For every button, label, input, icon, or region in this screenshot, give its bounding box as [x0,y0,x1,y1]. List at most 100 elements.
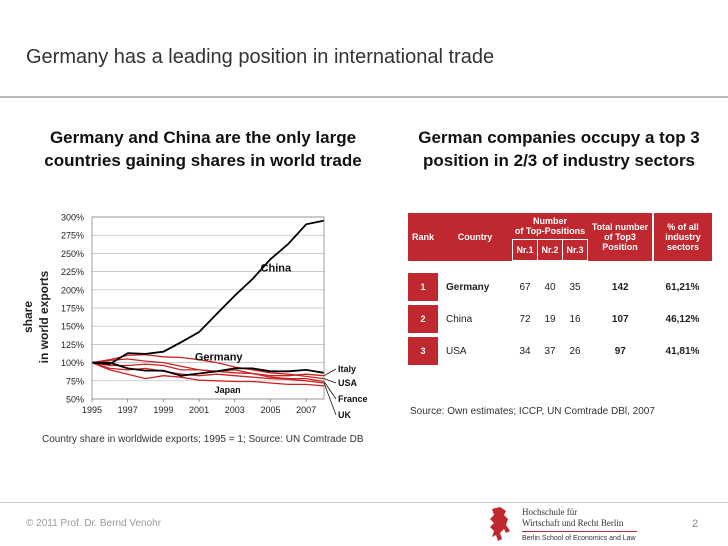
y-tick-label: 75% [66,376,84,386]
cell-nr2: 19 [537,305,563,333]
cell-total: 107 [587,305,653,333]
header-total-line3: Position [602,241,638,252]
chart-caption: Country share in worldwide exports; 1995… [42,434,364,445]
y-axis-label-line2: in world exports [37,270,51,363]
header-total-line1: Total number [591,221,649,232]
y-tick-label: 200% [61,285,84,295]
cell-country: Germany [438,273,513,301]
table-row: 1 Germany 67 40 35 142 61,21% [408,273,712,301]
header-total-line2: of Top3 [604,231,636,242]
cell-percent: 61,21% [653,273,712,301]
left-headline: Germany and China are the only large cou… [44,128,362,170]
logo-rule [522,531,637,532]
y-tick-label: 275% [61,231,84,241]
cell-nr1: 67 [512,273,538,301]
series-line-japan [91,361,325,387]
bear-icon [490,507,510,541]
header-percent: % of all industry sectors [652,213,712,261]
cell-nr1: 34 [512,337,538,365]
header-nr2: Nr.2 [537,239,563,261]
page-number: 2 [692,518,699,530]
y-tick-label: 175% [61,304,84,314]
header-number-line2: of Top-Positions [514,226,586,236]
cell-total: 97 [587,337,653,365]
header-percent-line3: sectors [666,241,700,252]
x-tick-label: 1995 [82,405,102,415]
x-tick-label: 1999 [153,405,173,415]
series-line-germany [92,361,325,377]
cell-percent: 41,81% [653,337,712,365]
x-tick-labels: 1995 1997 1999 2001 2003 2005 2007 [82,399,316,415]
label-italy: Italy [338,364,356,374]
y-axis-label-line1: share [21,301,35,333]
chart-series [91,219,325,387]
footer-divider [0,502,728,503]
label-china: China [261,263,292,275]
footer-copyright: © 2011 Prof. Dr. Bernd Venohr [26,518,162,529]
label-usa: USA [338,378,358,388]
logo-line3: Berlin School of Economics and Law [522,535,636,542]
y-tick-labels: 50% 75% 100% 125% 150% 175% 200% 225% 250% 275% 30… [61,213,84,405]
cell-nr3: 26 [562,337,588,365]
logo-line1: Hochschule für [522,507,578,517]
table-header-row: Rank Country Number of Top-Positions Tot… [408,213,712,261]
cell-percent: 46,12% [653,305,712,333]
series-line-france [91,361,325,383]
cell-rank: 1 [408,273,438,301]
cell-rank: 2 [408,305,438,333]
y-tick-label: 125% [61,340,84,350]
slide-title: Germany has a leading position in intern… [26,46,495,68]
label-france: France [338,394,368,404]
y-tick-label: 300% [61,213,84,223]
header-nr1: Nr.1 [512,239,538,261]
cell-nr2: 37 [537,337,563,365]
x-tick-label: 2005 [260,405,280,415]
y-tick-label: 50% [66,395,84,405]
y-tick-label: 225% [61,267,84,277]
header-number: Number of Top-Positions [512,213,588,240]
cell-nr3: 35 [562,273,588,301]
table-row: 3 USA 34 37 26 97 41,81% [408,337,712,365]
x-tick-label: 2001 [189,405,209,415]
series-callouts [323,368,337,416]
cell-nr1: 72 [512,305,538,333]
series-line-china [91,219,325,366]
x-tick-label: 2003 [225,405,245,415]
cell-country: China [438,305,513,333]
label-germany: Germany [195,351,244,363]
university-logo: Hochschule für Wirtschaft und Recht Berl… [486,505,641,546]
cell-country: USA [438,337,513,365]
series-line-usa [91,353,325,380]
plot-frame [91,216,325,400]
cell-rank: 3 [408,337,438,365]
x-tick-label: 2007 [296,405,316,415]
right-headline: German companies occupy a top 3 position… [418,128,700,170]
cell-nr3: 16 [562,305,588,333]
header-number-line1: Number [532,216,567,226]
table-row: 2 China 72 19 16 107 46,12% [408,305,712,333]
logo-line2: Wirtschaft und Recht Berlin [522,518,624,528]
header-nr3: Nr.3 [562,239,588,261]
top-positions-table: Rank Country Number of Top-Positions Tot… [408,213,712,365]
cell-total: 142 [587,273,653,301]
callout-line-usa [323,378,337,384]
callout-line-italy [323,368,337,377]
title-divider [0,96,728,98]
callout-line-france [323,381,337,400]
x-tick-label: 1997 [118,405,138,415]
cell-nr2: 40 [537,273,563,301]
label-uk: UK [338,410,351,420]
table-subheader-row: Nr.1 Nr.2 Nr.3 [408,239,712,261]
header-rank: Rank [408,213,438,261]
y-tick-label: 100% [61,358,84,368]
header-country: Country [438,213,513,261]
export-share-chart: 50% 75% 100% 125% 150% 175% 200% 225% 250% 275% 30… [61,213,368,421]
y-axis-label: share in world exports [21,270,51,363]
callout-line-uk [323,382,337,416]
header-percent-line2: industry [665,231,701,242]
table-source: Source: Own estimates; ICCP, UN Comtrade… [410,406,655,417]
y-tick-label: 250% [61,249,84,259]
y-tick-label: 150% [61,322,84,332]
header-percent-line1: % of all [667,221,699,232]
header-total: Total number of Top3 Position [587,213,653,261]
